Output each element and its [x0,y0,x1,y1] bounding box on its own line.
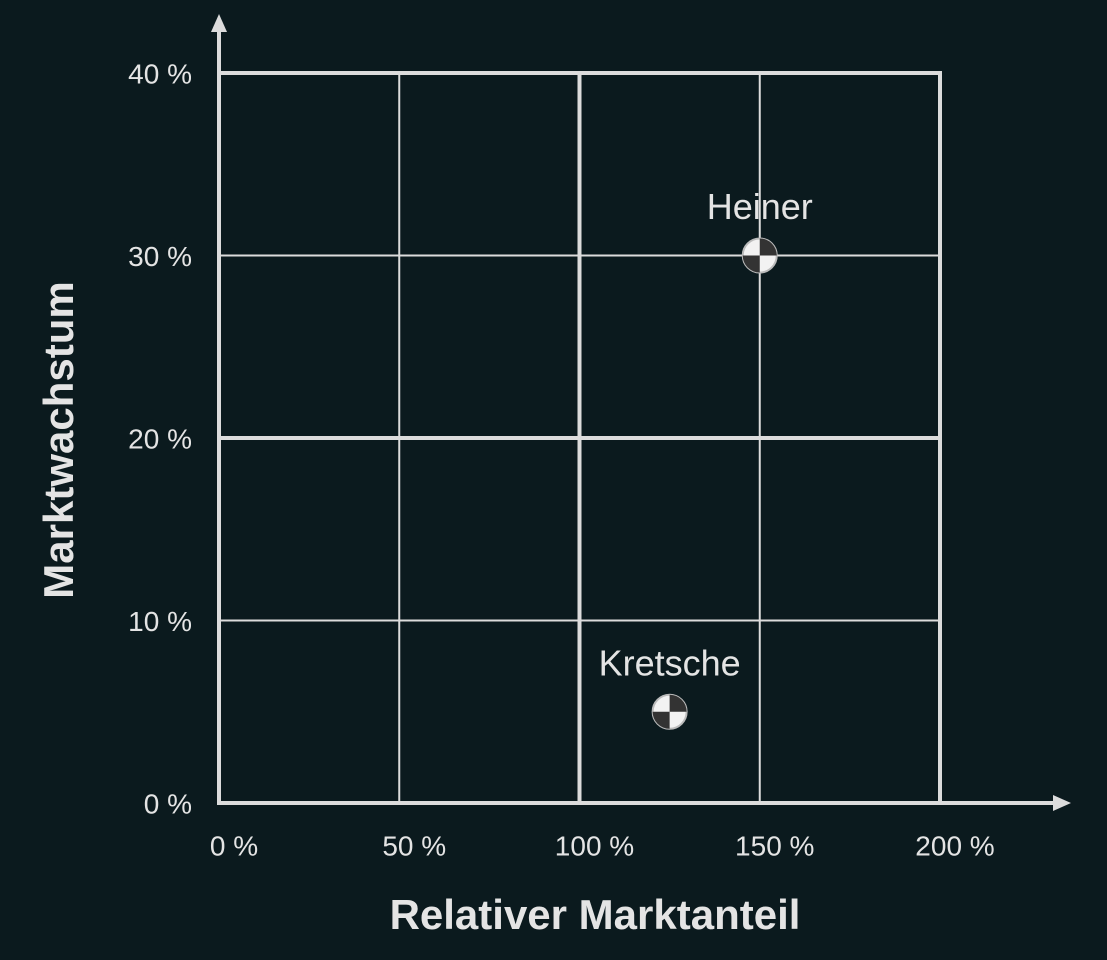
x-tick-label: 150 % [735,830,814,861]
marker-part [669,694,687,712]
x-axis-title: Relativer Marktanteil [390,891,801,938]
y-tick-label: 0 % [144,788,192,819]
point-label: Heiner [707,186,813,227]
x-axis-arrow [1053,795,1071,811]
y-axis-title: Marktwachstum [35,281,82,598]
x-tick-label: 0 % [210,830,258,861]
point-label: Kretsche [599,642,741,683]
y-tick-label: 30 % [128,241,192,272]
x-tick-label: 100 % [555,830,634,861]
point [651,693,688,730]
marker-part [742,255,760,273]
y-tick-label: 40 % [128,58,192,89]
marker-part [759,238,777,256]
x-tick-label: 200 % [915,830,994,861]
x-tick-label: 50 % [382,830,446,861]
point [741,237,778,274]
y-tick-label: 10 % [128,606,192,637]
y-axis-arrow [211,14,227,32]
marker-part [652,711,670,729]
y-tick-label: 20 % [128,423,192,454]
